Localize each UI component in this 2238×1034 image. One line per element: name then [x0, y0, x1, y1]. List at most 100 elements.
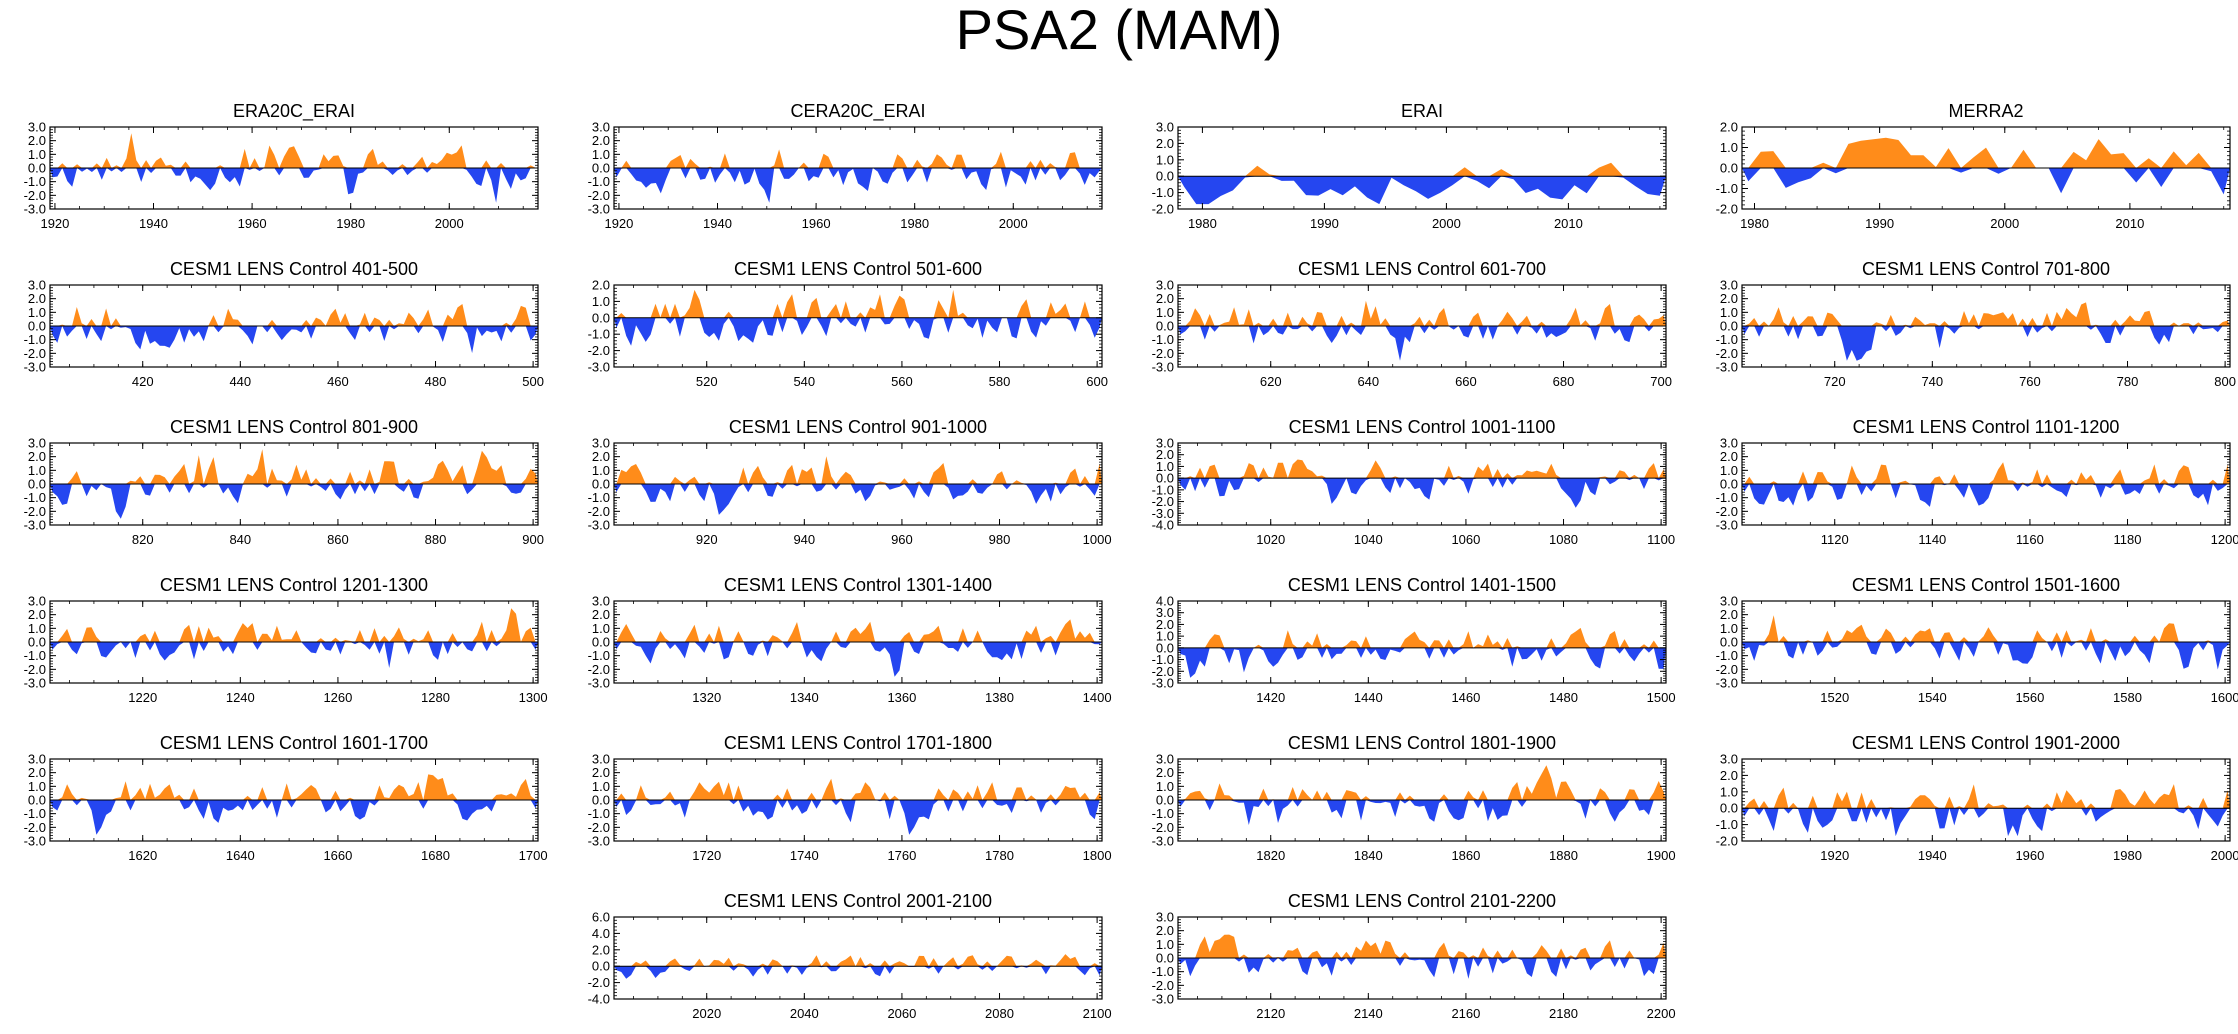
plot-frame	[1177, 442, 1667, 526]
x-tick-label: 2000	[999, 216, 1028, 231]
y-tick-label: 0.0	[1720, 319, 1738, 334]
panel-title: CESM1 LENS Control 401-500	[170, 259, 418, 279]
plot-frame	[613, 916, 1103, 1000]
y-tick-label: 0.0	[28, 319, 46, 334]
positive-area	[1742, 615, 2230, 642]
panel-title: ERAI	[1401, 101, 1443, 121]
panel-title: CESM1 LENS Control 1201-1300	[160, 575, 428, 595]
negative-area	[50, 484, 538, 519]
x-tick-label: 960	[891, 532, 913, 547]
y-tick-label: 2.0	[592, 449, 610, 464]
positive-area	[50, 608, 538, 642]
x-tick-label: 580	[989, 374, 1011, 389]
panel-14: CESM1 LENS Control 1401-1500 4.03.02.01.0…	[1152, 575, 1676, 705]
plot-frame	[613, 284, 1103, 368]
panel-title: CESM1 LENS Control 501-600	[734, 259, 982, 279]
y-tick-label: 0.0	[1156, 793, 1174, 808]
x-tick-label: 1460	[1451, 690, 1480, 705]
x-tick-label: 1000	[1083, 532, 1112, 547]
x-tick-label: 1440	[1354, 690, 1383, 705]
y-tick-label: -1.0	[588, 174, 610, 189]
panel-9: CESM1 LENS Control 901-10003.02.01.00.0-…	[588, 417, 1112, 547]
x-tick-label: 1980	[1188, 216, 1217, 231]
x-tick-label: 1200	[2211, 532, 2238, 547]
y-tick-label: 3.0	[592, 120, 610, 135]
y-tick-label: 1.0	[592, 463, 610, 478]
y-tick-label: -2.0	[1152, 820, 1174, 835]
x-tick-label: 2000	[1990, 216, 2019, 231]
negative-area	[614, 642, 1102, 677]
y-tick-label: -3.0	[24, 360, 46, 375]
y-tick-label: 3.0	[28, 120, 46, 135]
x-tick-label: 2080	[985, 1006, 1014, 1021]
panel-title: CESM1 LENS Control 2101-2200	[1288, 891, 1556, 911]
positive-area	[1178, 765, 1666, 800]
y-tick-label: 4.0	[592, 926, 610, 941]
y-tick-label: 3.0	[28, 278, 46, 293]
panel-18: CESM1 LENS Control 1801-1900 3.02.01.00.0…	[1152, 733, 1676, 863]
x-tick-label: 2180	[1549, 1006, 1578, 1021]
y-tick-label: 3.0	[1156, 436, 1174, 451]
panel-title: CESM1 LENS Control 1801-1900	[1288, 733, 1556, 753]
x-tick-label: 1120	[1821, 532, 1849, 547]
x-tick-label: 2160	[1451, 1006, 1480, 1021]
x-tick-label: 1980	[2113, 848, 2142, 863]
y-tick-label: -3.0	[1152, 676, 1174, 691]
x-tick-label: 1800	[1083, 848, 1112, 863]
y-tick-label: -3.0	[24, 676, 46, 691]
plot-frame	[1177, 600, 1667, 684]
y-tick-label: -3.0	[588, 834, 610, 849]
panel-title: CESM1 LENS Control 1301-1400	[724, 575, 992, 595]
x-tick-label: 1940	[1918, 848, 1947, 863]
negative-area	[50, 800, 538, 835]
negative-area	[1742, 168, 2230, 195]
y-tick-label: -2.0	[24, 504, 46, 519]
y-tick-label: -1.0	[588, 490, 610, 505]
y-tick-label: -4.0	[588, 992, 610, 1007]
y-tick-label: 2.0	[1720, 607, 1738, 622]
y-tick-label: 1.0	[592, 147, 610, 162]
y-tick-label: 0.0	[592, 477, 610, 492]
negative-area	[50, 168, 538, 203]
x-tick-label: 1760	[887, 848, 916, 863]
y-tick-label: 0.0	[592, 161, 610, 176]
x-tick-label: 1040	[1354, 532, 1383, 547]
y-tick-label: 2.0	[1156, 291, 1174, 306]
y-tick-label: 1.0	[1720, 621, 1738, 636]
positive-area	[614, 289, 1102, 318]
panel-5: CESM1 LENS Control 501-6002.01.00.0-1.0-…	[588, 259, 1108, 389]
x-tick-label: 2040	[790, 1006, 819, 1021]
y-tick-label: -2.0	[24, 346, 46, 361]
y-tick-label: -2.0	[24, 188, 46, 203]
x-tick-label: 1980	[1740, 216, 1769, 231]
x-tick-label: 1520	[1820, 690, 1849, 705]
x-tick-label: 820	[132, 532, 154, 547]
y-tick-label: -2.0	[1716, 662, 1738, 677]
y-tick-label: -3.0	[1152, 834, 1174, 849]
x-tick-label: 1540	[1918, 690, 1947, 705]
y-tick-label: 2.0	[1720, 768, 1738, 783]
x-tick-label: 1680	[421, 848, 450, 863]
y-tick-label: 2.0	[592, 942, 610, 957]
negative-area	[614, 317, 1102, 346]
x-tick-label: 680	[1553, 374, 1575, 389]
x-tick-label: 1100	[1647, 532, 1675, 547]
y-tick-label: -3.0	[1152, 992, 1174, 1007]
y-tick-label: 0.0	[1156, 951, 1174, 966]
y-tick-label: 0.0	[592, 635, 610, 650]
y-tick-label: -1.0	[588, 806, 610, 821]
y-tick-label: 3.0	[592, 594, 610, 609]
panel-title: CESM1 LENS Control 1101-1200	[1853, 417, 2120, 437]
x-tick-label: 1960	[238, 216, 267, 231]
positive-area	[1178, 459, 1666, 479]
x-tick-label: 1720	[692, 848, 721, 863]
y-tick-label: -3.0	[588, 518, 610, 533]
x-tick-label: 1920	[40, 216, 69, 231]
panel-title: MERRA2	[1948, 101, 2023, 121]
negative-area	[614, 168, 1102, 203]
y-tick-label: 1.0	[1720, 463, 1738, 478]
y-tick-label: -1.0	[1716, 181, 1738, 196]
y-tick-label: 3.0	[28, 752, 46, 767]
y-tick-label: -2.0	[24, 820, 46, 835]
y-tick-label: -1.0	[24, 806, 46, 821]
